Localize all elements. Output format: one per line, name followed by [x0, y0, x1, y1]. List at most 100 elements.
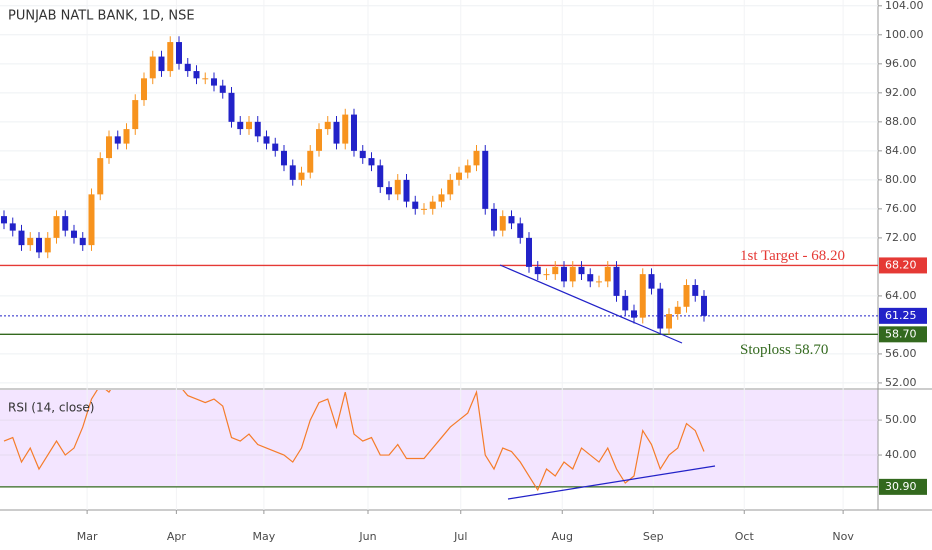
candle-body	[62, 216, 69, 231]
rsi-trendline	[507, 465, 716, 500]
y-tick-label: 88.00	[885, 115, 917, 128]
y-tick-label: 52.00	[885, 376, 917, 389]
candle-body	[482, 150, 489, 209]
candle-body	[333, 121, 340, 144]
labels: 104.00 100.00 96.00 92.00 88.00 84.00 80.00 76.…	[77, 0, 927, 543]
x-tick-label: Jul	[453, 530, 467, 543]
candle-body	[132, 100, 139, 130]
candle-body	[412, 201, 419, 209]
candle-body	[114, 136, 121, 144]
candles	[1, 36, 707, 335]
candle-body	[97, 158, 104, 195]
candle-body	[359, 150, 366, 159]
x-tick-label: Sep	[643, 530, 664, 543]
candle-body	[692, 285, 699, 296]
candle-body	[202, 78, 209, 80]
candle-body	[587, 274, 594, 282]
candle-body	[44, 237, 51, 253]
candle-body	[219, 85, 226, 93]
x-tick-label: Nov	[832, 530, 854, 543]
level-label: 61.25	[885, 309, 917, 322]
y-tick-label: 64.00	[885, 289, 917, 302]
y-tick-label: 50.00	[885, 413, 917, 426]
candle-body	[263, 136, 270, 144]
candle-body	[149, 56, 156, 79]
level-label: 68.20	[885, 258, 917, 271]
candle-body	[272, 143, 279, 151]
candle-body	[193, 71, 200, 79]
candle-body	[228, 92, 235, 122]
level-label: 30.90	[885, 480, 917, 493]
candle-body	[561, 266, 567, 282]
candle-body	[508, 216, 515, 224]
candle-body	[683, 285, 690, 307]
candle-body	[1, 216, 7, 224]
candle-body	[517, 223, 524, 238]
candle-body	[464, 165, 471, 173]
candle-body	[526, 237, 532, 267]
candle-body	[123, 129, 130, 144]
candle-body	[657, 288, 664, 329]
candle-body	[18, 230, 25, 246]
candle-body	[447, 179, 454, 195]
candle-body	[499, 216, 506, 231]
y-tick-label: 96.00	[885, 57, 917, 70]
y-tick-label: 72.00	[885, 231, 917, 244]
candle-body	[9, 223, 16, 231]
price-trendline	[499, 264, 683, 344]
x-tick-label: Apr	[167, 530, 187, 543]
candle-body	[289, 165, 296, 180]
candle-body	[71, 230, 77, 238]
y-tick-label: 40.00	[885, 448, 917, 461]
y-tick-label: 80.00	[885, 173, 917, 186]
candle-body	[648, 274, 655, 289]
candle-body	[281, 150, 287, 166]
candle-body	[394, 179, 401, 195]
candle-body	[604, 266, 611, 282]
candle-body	[596, 281, 602, 283]
candle-body	[622, 295, 629, 311]
candle-body	[167, 42, 174, 72]
y-tick-label: 84.00	[885, 144, 917, 157]
rsi-title: RSI (14, close)	[8, 401, 94, 415]
level-tag	[879, 307, 927, 324]
x-tick-label: Jun	[358, 530, 376, 543]
candle-body	[351, 114, 357, 151]
level-annotation: 1st Target - 68.20	[740, 248, 845, 264]
y-tick-label: 92.00	[885, 86, 917, 99]
candle-body	[88, 194, 95, 246]
y-tick-label: 56.00	[885, 347, 917, 360]
candle-body	[53, 216, 60, 238]
candle-body	[666, 314, 672, 329]
level-tag	[879, 257, 927, 274]
candle-body	[473, 150, 480, 166]
candle-body	[158, 56, 165, 72]
y-tick-label: 100.00	[885, 28, 924, 41]
candle-body	[701, 295, 707, 316]
chart-title: PUNJAB NATL BANK, 1D, NSE	[8, 9, 195, 24]
candle-body	[438, 194, 445, 202]
levels	[0, 264, 878, 488]
level-tag	[879, 478, 927, 495]
candle-body	[543, 274, 550, 276]
rsi-band	[0, 390, 878, 487]
y-tick-label: 104.00	[885, 0, 924, 12]
candle-body	[106, 136, 112, 159]
candle-body	[403, 179, 410, 202]
y-tick-label: 76.00	[885, 202, 917, 215]
candle-body	[386, 187, 392, 195]
x-tick-label: Mar	[77, 530, 98, 543]
candle-body	[631, 310, 637, 318]
candle-body	[237, 121, 244, 130]
candle-body	[324, 121, 331, 130]
rsi-line	[3, 390, 705, 492]
candle-body	[534, 266, 541, 275]
candle-body	[377, 165, 384, 188]
candle-body	[429, 201, 436, 209]
level-annotation: Stoploss 58.70	[740, 342, 828, 358]
x-tick-label: Oct	[735, 530, 755, 543]
candle-body	[307, 150, 314, 173]
rsi	[3, 390, 705, 492]
price-pane	[0, 0, 878, 388]
